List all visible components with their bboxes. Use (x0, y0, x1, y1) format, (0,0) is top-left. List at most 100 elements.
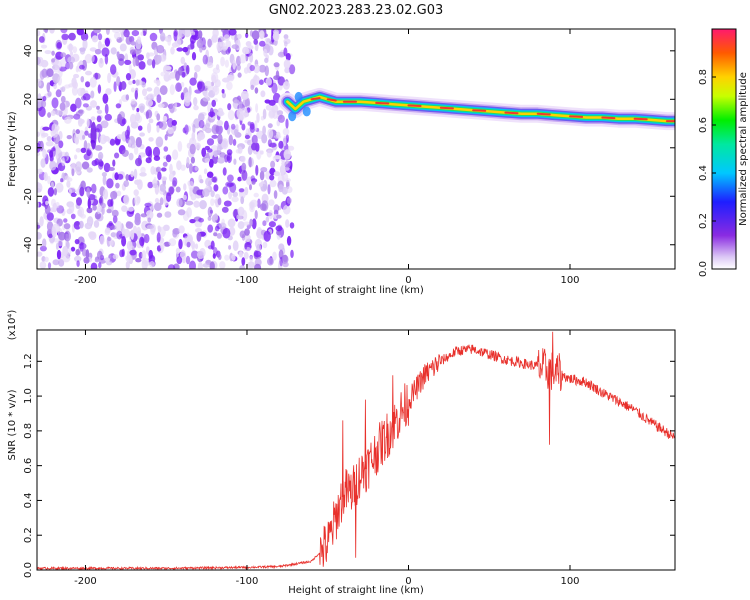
noise-blob (90, 90, 95, 99)
noise-blob (161, 167, 167, 172)
noise-blob (130, 87, 135, 93)
noise-blob (189, 260, 196, 269)
noise-blob (207, 224, 214, 233)
noise-blob (264, 57, 269, 64)
noise-blob (129, 113, 137, 125)
y-tick-label: 1.2 (23, 353, 34, 369)
noise-blob (232, 191, 238, 198)
noise-blob (98, 58, 104, 68)
noise-blob (162, 115, 168, 122)
noise-blob (79, 64, 85, 70)
noise-blob (255, 103, 259, 113)
noise-blob (284, 160, 291, 169)
noise-blob (257, 198, 261, 209)
noise-blob (276, 214, 282, 219)
noise-blob (195, 228, 202, 233)
noise-blob (201, 147, 207, 158)
noise-blob (119, 249, 124, 258)
noise-blob (260, 167, 268, 173)
noise-blob (251, 180, 256, 185)
snr-line-group (37, 331, 675, 570)
noise-blob (264, 65, 269, 77)
noise-blob (149, 261, 155, 268)
noise-blob (237, 146, 243, 154)
y-tick-label: 0.8 (23, 423, 34, 439)
noise-blob (189, 143, 196, 155)
noise-blob (56, 42, 62, 49)
noise-blob (133, 225, 137, 234)
noise-blob (74, 255, 82, 262)
noise-blob (168, 238, 177, 247)
noise-blob (190, 156, 195, 164)
noise-blob (199, 200, 207, 210)
noise-blob (286, 235, 292, 246)
ridge-core (601, 116, 616, 120)
noise-blob (283, 47, 288, 57)
colorbar-tick-label: 0.2 (698, 213, 709, 229)
noise-blob (279, 256, 283, 267)
noise-blob (149, 32, 158, 42)
noise-blob (137, 125, 143, 131)
noise-blob (262, 108, 267, 120)
noise-blob (254, 45, 259, 51)
noise-blob (240, 90, 249, 101)
noise-blob (53, 188, 58, 196)
noise-blob (175, 247, 181, 255)
noise-blob (111, 209, 119, 218)
noise-blob (141, 81, 146, 88)
noise-blob (189, 163, 193, 174)
noise-blob (148, 149, 153, 160)
x-tick-label: 100 (560, 275, 579, 286)
noise-blob (278, 140, 284, 149)
noise-blob (145, 210, 154, 220)
noise-blob (61, 86, 66, 92)
noise-blob (256, 112, 260, 123)
noise-blob (265, 77, 272, 86)
noise-blob (249, 255, 253, 264)
noise-blob (204, 93, 209, 99)
noise-blob (37, 182, 43, 193)
noise-blob (213, 150, 218, 158)
noise-blob (268, 209, 274, 220)
noise-blob (105, 88, 112, 95)
noise-blob (267, 123, 273, 129)
spectrogram-x-ticks: -200 -100 0 100 (74, 29, 580, 286)
noise-blob (130, 98, 136, 105)
noise-blob (94, 145, 103, 151)
noise-blob (273, 155, 282, 160)
noise-blob (143, 261, 150, 267)
noise-blob (175, 82, 183, 92)
noise-blob (264, 99, 271, 104)
noise-blob (50, 181, 55, 189)
noise-blob (283, 149, 292, 160)
noise-blob (159, 32, 166, 42)
noise-blob (76, 197, 82, 206)
spectrogram-ridge (278, 87, 675, 131)
noise-blob (208, 111, 216, 117)
noise-blob (85, 81, 91, 88)
noise-blob (176, 160, 182, 171)
noise-blob (125, 36, 133, 45)
noise-blob (156, 44, 165, 54)
noise-blob (45, 200, 49, 206)
noise-blob (47, 91, 52, 97)
noise-blob (162, 161, 168, 167)
noise-blob (249, 184, 252, 191)
noise-blob (220, 56, 226, 67)
noise-blob (93, 220, 100, 228)
noise-blob (222, 186, 229, 195)
noise-blob (282, 254, 288, 263)
noise-blob (273, 134, 282, 139)
noise-blob (185, 255, 191, 265)
noise-blob (94, 48, 102, 55)
noise-blob (188, 181, 195, 191)
noise-blob (247, 121, 252, 126)
noise-blob (75, 97, 82, 109)
noise-blob (261, 133, 268, 144)
noise-blob (182, 256, 186, 264)
noise-blob (101, 172, 107, 177)
y-tick-label: 0 (23, 145, 34, 151)
noise-blob (156, 125, 160, 133)
snr-panel: -200 -100 0 100 0.0 0.2 0.4 0.6 0.8 1.0 1.2 Heigh… (7, 310, 676, 596)
